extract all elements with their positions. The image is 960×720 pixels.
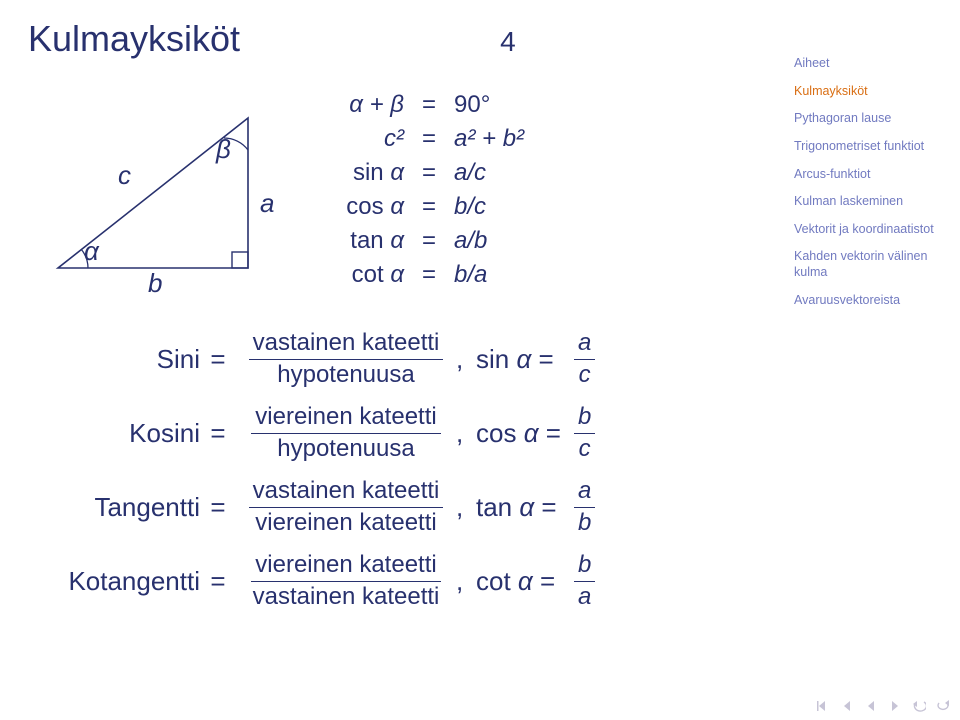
definition-row: Sini = vastainen kateettihypotenuusa , s… — [28, 322, 782, 396]
identity-rhs: a/c — [454, 159, 486, 187]
identity-rhs: a/b — [454, 227, 487, 255]
definition-function: cot α = — [476, 566, 574, 597]
definition-letter-fraction: ba — [574, 552, 595, 610]
comma: , — [456, 344, 476, 375]
identity-rhs: b/c — [454, 193, 486, 221]
identity-row: cos α = b/c — [322, 190, 524, 224]
identity-rhs: b/a — [454, 261, 487, 289]
sidebar-item[interactable]: Kulman laskeminen — [794, 194, 948, 210]
triangle-label-alpha: α — [84, 236, 99, 267]
triangle-label-a: a — [260, 188, 274, 219]
definition-word-fraction: viereinen kateettihypotenuusa — [236, 404, 456, 462]
identity-row: tan α = a/b — [322, 224, 524, 258]
page-number: 4 — [500, 26, 516, 58]
sidebar-item[interactable]: Trigonometriset funktiot — [794, 139, 948, 155]
identity-lhs: α + β — [322, 91, 404, 119]
definition-name: Sini — [28, 344, 200, 375]
sidebar-item[interactable]: Vektorit ja koordinaatistot — [794, 222, 948, 238]
nav-first-icon[interactable] — [816, 700, 830, 712]
definition-row: Kosini = viereinen kateettihypotenuusa ,… — [28, 396, 782, 470]
comma: , — [456, 418, 476, 449]
identity-lhs: tan α — [322, 227, 404, 255]
definition-word-fraction: viereinen kateettivastainen kateetti — [236, 552, 456, 610]
definition-name: Tangentti — [28, 492, 200, 523]
sidebar: Aiheet Kulmayksiköt Pythagoran lause Tri… — [782, 0, 960, 720]
equals-sign: = — [404, 91, 454, 119]
equals-sign: = — [404, 261, 454, 289]
nav-back-icon[interactable] — [912, 700, 926, 712]
triangle-label-beta: β — [216, 134, 231, 165]
comma: , — [456, 566, 476, 597]
definition-word-fraction: vastainen kateettiviereinen kateetti — [236, 478, 456, 536]
definition-name: Kotangentti — [28, 566, 200, 597]
definition-function: cos α = — [476, 418, 574, 449]
identity-row: c² = a² + b² — [322, 122, 524, 156]
sidebar-item[interactable]: Kahden vektorin välinen kulma — [794, 249, 948, 280]
slide: Kulmayksiköt 4 α β c a b α + β — [0, 0, 960, 720]
definition-function: sin α = — [476, 344, 574, 375]
definition-name: Kosini — [28, 418, 200, 449]
definition-function: tan α = — [476, 492, 574, 523]
triangle-label-b: b — [148, 268, 162, 299]
definition-letter-fraction: bc — [574, 404, 595, 462]
identity-lhs: c² — [322, 125, 404, 153]
nav-prev2-icon[interactable] — [864, 700, 878, 712]
definition-word-fraction: vastainen kateettihypotenuusa — [236, 330, 456, 388]
definition-letter-fraction: ab — [574, 478, 595, 536]
identity-row: α + β = 90° — [322, 88, 524, 122]
nav-refresh-icon[interactable] — [936, 700, 950, 712]
identity-lhs: cot α — [322, 261, 404, 289]
identity-rhs: a² + b² — [454, 125, 524, 153]
nav-bar — [816, 700, 950, 712]
equals-sign: = — [200, 492, 236, 523]
identity-block: α + β = 90° c² = a² + b² sin α = a/c cos… — [322, 88, 524, 298]
sidebar-item[interactable]: Avaruusvektoreista — [794, 293, 948, 309]
nav-prev-icon[interactable] — [840, 700, 854, 712]
sidebar-item[interactable]: Arcus-funktiot — [794, 167, 948, 183]
equals-sign: = — [404, 159, 454, 187]
equals-sign: = — [404, 227, 454, 255]
triangle-svg — [28, 88, 298, 298]
identity-row: cot α = b/a — [322, 258, 524, 292]
comma: , — [456, 492, 476, 523]
definitions-block: Sini = vastainen kateettihypotenuusa , s… — [28, 322, 782, 618]
sidebar-item[interactable]: Kulmayksiköt — [794, 84, 948, 100]
definition-row: Kotangentti = viereinen kateettivastaine… — [28, 544, 782, 618]
identity-row: sin α = a/c — [322, 156, 524, 190]
sidebar-item[interactable]: Pythagoran lause — [794, 111, 948, 127]
main-content: Kulmayksiköt 4 α β c a b α + β — [0, 0, 782, 720]
page-title: Kulmayksiköt — [28, 18, 240, 60]
equals-sign: = — [200, 418, 236, 449]
title-bar: Kulmayksiköt 4 — [28, 18, 782, 60]
definition-letter-fraction: ac — [574, 330, 595, 388]
triangle-label-c: c — [118, 160, 131, 191]
upper-row: α β c a b α + β = 90° c² = a² + b² sin — [28, 88, 782, 298]
triangle-figure: α β c a b — [28, 88, 298, 298]
identity-lhs: cos α — [322, 193, 404, 221]
identity-lhs: sin α — [322, 159, 404, 187]
equals-sign: = — [200, 344, 236, 375]
equals-sign: = — [404, 125, 454, 153]
nav-next-icon[interactable] — [888, 700, 902, 712]
sidebar-heading: Aiheet — [794, 56, 948, 72]
identity-rhs: 90° — [454, 91, 490, 119]
equals-sign: = — [200, 566, 236, 597]
definition-row: Tangentti = vastainen kateettiviereinen … — [28, 470, 782, 544]
equals-sign: = — [404, 193, 454, 221]
